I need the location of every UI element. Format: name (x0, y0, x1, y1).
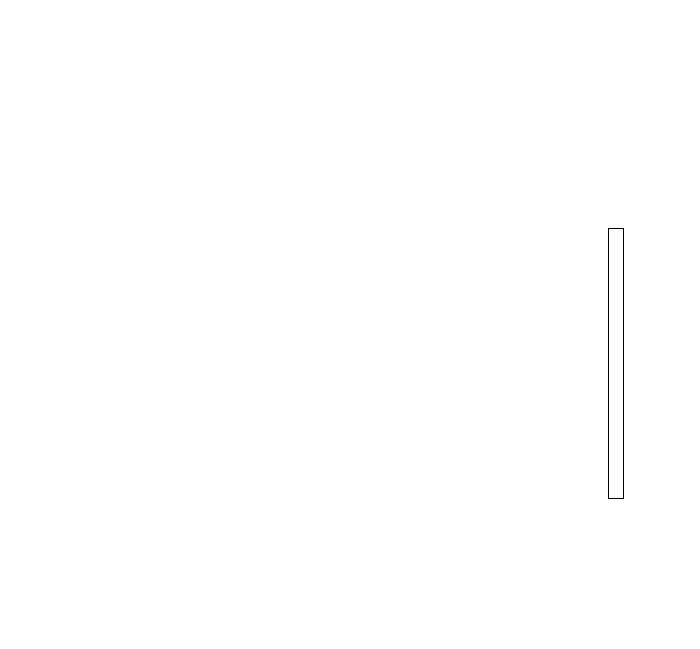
colorbar (608, 228, 624, 499)
